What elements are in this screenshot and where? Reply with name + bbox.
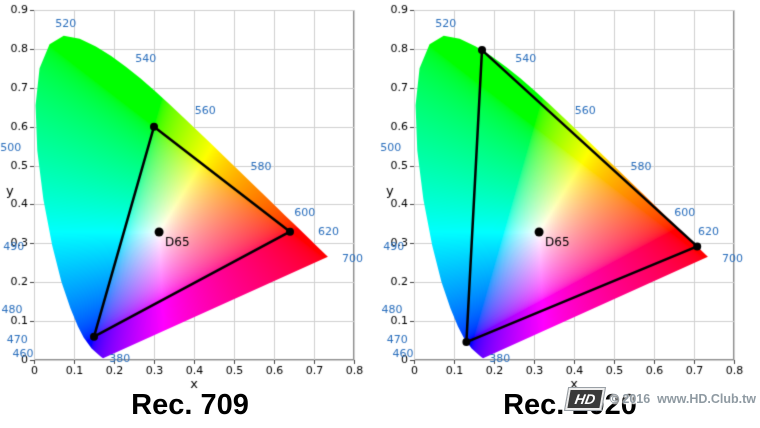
rec2020-chromaticity-canvas bbox=[380, 0, 760, 390]
hd-logo-icon: HD bbox=[565, 388, 606, 410]
panel-rec2020: Rec. 2020 bbox=[380, 0, 760, 428]
rec709-chromaticity-canvas bbox=[0, 0, 380, 390]
watermark: HD © 2016 www.HD.Club.tw bbox=[565, 388, 756, 410]
panel-title-rec709: Rec. 709 bbox=[131, 389, 249, 421]
panel-rec709: Rec. 709 bbox=[0, 0, 380, 421]
hd-logo-text: HD bbox=[574, 391, 598, 407]
watermark-text: © 2016 www.HD.Club.tw bbox=[609, 392, 756, 406]
